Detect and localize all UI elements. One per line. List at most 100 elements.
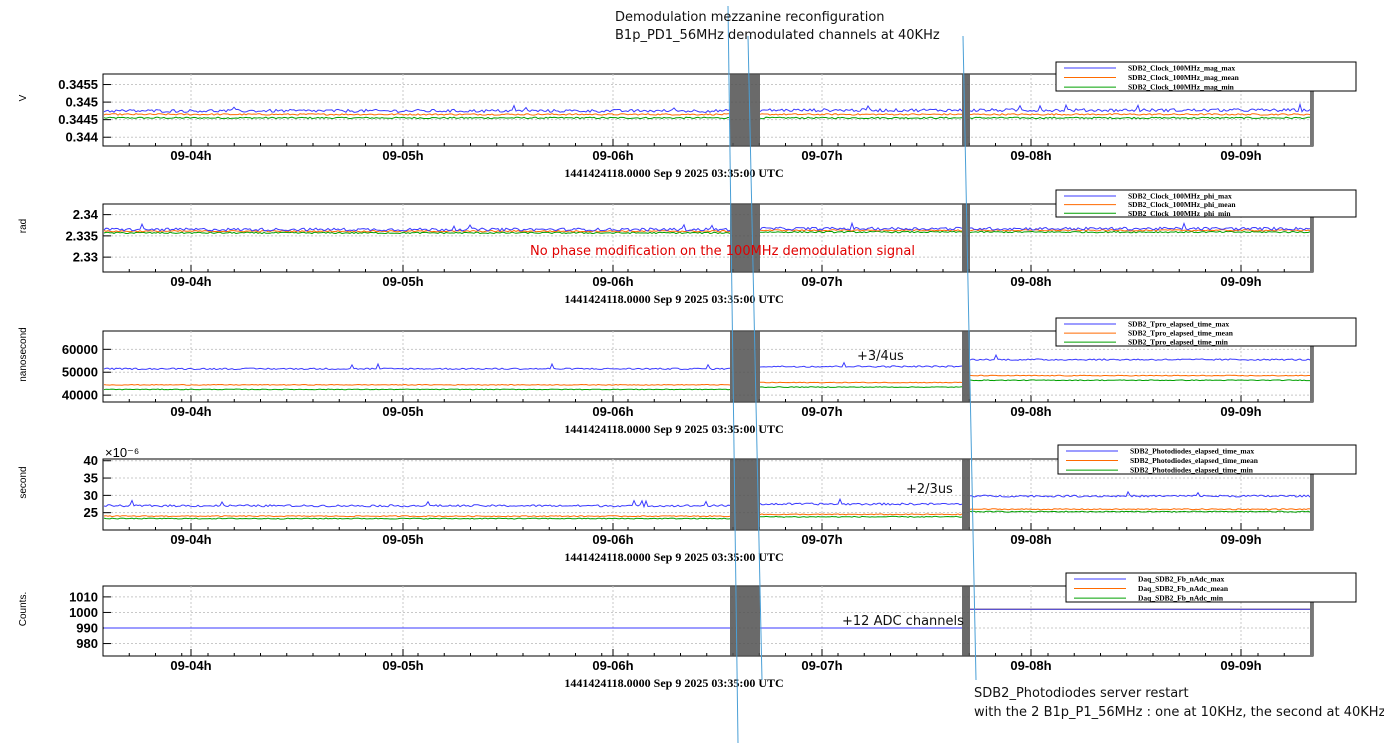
series-mean-line <box>969 229 1313 232</box>
series-max-line <box>103 104 731 114</box>
x-tick-label: 09-07h <box>801 658 842 673</box>
series-min-line <box>103 388 731 391</box>
series-mean-line <box>103 229 731 233</box>
x-tick-label: 09-05h <box>382 532 423 547</box>
data-gap-band <box>962 459 970 530</box>
series-max-line <box>969 353 1313 361</box>
legend-entry: SDB2_Clock_100MHz_phi_min <box>1128 209 1231 218</box>
series-mean-line <box>969 374 1313 377</box>
x-axis-title: 1441424118.0000 Sep 9 2025 03:35:00 UTC <box>564 676 783 690</box>
series-min-line <box>970 510 1313 513</box>
end-cursor <box>1310 74 1313 146</box>
legend-entry: SDB2_Photodiodes_elapsed_time_mean <box>1130 456 1259 465</box>
series-min-line <box>759 386 963 389</box>
series-max-line <box>969 222 1313 231</box>
y-tick-label: 2.34 <box>73 207 99 222</box>
series-min-line <box>969 379 1313 382</box>
series-max-line <box>759 497 963 506</box>
y-tick-label: 0.344 <box>65 130 98 145</box>
series-min-line <box>759 230 963 234</box>
x-tick-label: 09-04h <box>170 274 211 289</box>
series-mean-line <box>103 113 730 116</box>
legend-entry: Daq_SDB2_Fb_nAdc_mean <box>1138 584 1229 593</box>
x-tick-label: 09-07h <box>801 532 842 547</box>
end-cursor <box>1310 459 1313 530</box>
annotation-leader-line <box>747 35 763 681</box>
x-tick-label: 09-06h <box>592 148 633 163</box>
annotation-leader-line <box>962 35 977 681</box>
series-mean-line <box>103 383 731 386</box>
series-min-line <box>103 517 731 520</box>
y-tick-label: 40 <box>84 453 98 468</box>
y-tick-label: 980 <box>76 636 98 651</box>
x-tick-label: 09-08h <box>1010 658 1051 673</box>
y-tick-label: 35 <box>84 471 98 486</box>
x-tick-label: 09-05h <box>382 658 423 673</box>
data-gap-band <box>962 204 970 272</box>
x-axis-title: 1441424118.0000 Sep 9 2025 03:35:00 UTC <box>564 550 783 564</box>
x-tick-label: 09-05h <box>382 148 423 163</box>
y-axis-label: Counts. <box>18 592 29 626</box>
end-cursor <box>1310 204 1313 272</box>
data-gap-band <box>730 74 760 146</box>
data-gap-band <box>730 586 760 656</box>
annotation-leader-line <box>727 5 739 743</box>
y-tick-label: 25 <box>84 505 98 520</box>
y-tick-label: 990 <box>76 621 98 636</box>
x-tick-label: 09-05h <box>382 274 423 289</box>
y-scale-label: ×10⁻⁶ <box>105 445 139 460</box>
legend-box <box>1065 572 1357 603</box>
legend-entry: SDB2_Tpro_elapsed_time_max <box>1128 320 1229 329</box>
series-max-line <box>103 362 731 371</box>
panel-1: 09-04h 09-05h 09-06h 09-07h 09-08h 09-09h 0.34… <box>18 61 1357 180</box>
x-axis-title: 1441424118.0000 Sep 9 2025 03:35:00 UTC <box>564 292 783 306</box>
legend-entry: SDB2_Clock_100MHz_phi_max <box>1128 192 1232 201</box>
reconfiguration-annotation-line1: Demodulation mezzanine reconfiguration <box>615 10 885 25</box>
y-tick-label: 30 <box>84 488 98 503</box>
x-tick-label: 09-06h <box>592 404 633 419</box>
x-tick-label: 09-09h <box>1220 148 1261 163</box>
x-tick-label: 09-09h <box>1220 274 1261 289</box>
series-min-line <box>969 230 1313 234</box>
data-gap-band <box>730 204 760 272</box>
x-tick-label: 09-06h <box>592 274 633 289</box>
panel-4: 09-04h 09-05h 09-06h 09-07h 09-08h 09-09h 25 30… <box>18 444 1357 564</box>
panel-5: 09-04h 09-05h 09-06h 09-07h 09-08h 09-09h 9809… <box>18 572 1357 690</box>
y-tick-label: 0.345 <box>65 95 98 110</box>
series-min-line <box>759 116 963 120</box>
y-axis-label: second <box>18 466 29 498</box>
series-mean-line <box>103 515 731 518</box>
series-max-line <box>759 105 963 113</box>
server-restart-annotation-line2: with the 2 B1p_P1_56MHz : one at 10KHz, … <box>974 705 1384 720</box>
series-max-line <box>759 361 963 368</box>
legend-box <box>1057 444 1357 475</box>
legend-entry: Daq_SDB2_Fb_nAdc_min <box>1138 594 1224 603</box>
series-min-line <box>760 515 963 518</box>
y-tick-label: 1000 <box>69 605 98 620</box>
server-restart-annotation-line1: SDB2_Photodiodes server restart <box>974 686 1189 701</box>
y-tick-label: 1010 <box>69 589 98 604</box>
series-mean-line <box>760 381 963 384</box>
y-tick-label: 2.335 <box>65 228 98 243</box>
legend-entry: SDB2_Photodiodes_elapsed_time_max <box>1130 447 1254 456</box>
y-axis-label: nanosecond <box>18 327 29 382</box>
series-min-line <box>969 116 1313 120</box>
x-tick-label: 09-07h <box>801 148 842 163</box>
series-mean-line <box>969 113 1313 116</box>
series-max-line <box>759 221 963 231</box>
series-mean-line <box>969 508 1313 511</box>
legend-entry: SDB2_Tpro_elapsed_time_min <box>1128 338 1229 347</box>
x-tick-label: 09-08h <box>1010 274 1051 289</box>
y-tick-label: 40000 <box>62 388 98 403</box>
x-tick-label: 09-04h <box>170 148 211 163</box>
series-max-line <box>103 499 731 509</box>
series-max-line <box>969 490 1313 498</box>
series-max-line <box>103 222 731 232</box>
panel-2: 09-04h 09-05h 09-06h 09-07h 09-08h 09-09h 2.33… <box>18 189 1357 306</box>
y-tick-label: 0.3445 <box>58 112 98 127</box>
x-axis-title: 1441424118.0000 Sep 9 2025 03:35:00 UTC <box>564 422 783 436</box>
series-mean-line <box>759 513 963 516</box>
x-tick-label: 09-09h <box>1220 404 1261 419</box>
legend-entry: SDB2_Clock_100MHz_mag_min <box>1128 83 1235 92</box>
